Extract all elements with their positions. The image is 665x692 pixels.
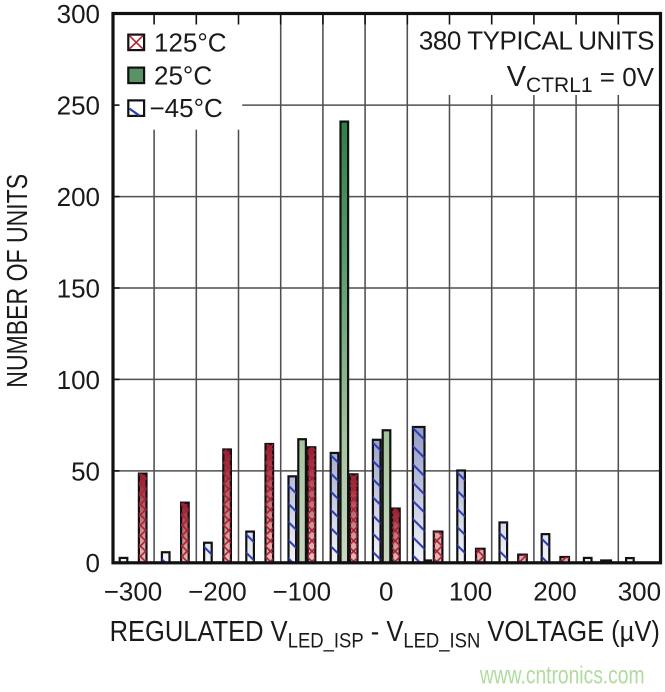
svg-text:300: 300 <box>57 0 100 29</box>
svg-text:200: 200 <box>57 182 100 212</box>
svg-text:−200: −200 <box>188 577 247 607</box>
svg-text:200: 200 <box>533 577 576 607</box>
svg-text:0: 0 <box>86 548 100 578</box>
svg-text:VCTRL1 = 0V: VCTRL1 = 0V <box>507 61 655 97</box>
svg-text:−300: −300 <box>104 577 163 607</box>
svg-text:100: 100 <box>449 577 492 607</box>
svg-text:−45°C: −45°C <box>150 93 223 123</box>
svg-text:REGULATED VLED_ISP - VLED_ISN: REGULATED VLED_ISP - VLED_ISN VOLTAGE (µ… <box>110 614 660 652</box>
svg-text:0: 0 <box>379 577 393 607</box>
svg-text:−100: −100 <box>273 577 332 607</box>
svg-text:100: 100 <box>57 365 100 395</box>
svg-text:300: 300 <box>618 577 661 607</box>
svg-text:www.cntronics.com: www.cntronics.com <box>479 661 644 689</box>
svg-text:125°C: 125°C <box>154 27 227 57</box>
svg-text:150: 150 <box>57 273 100 303</box>
svg-text:380 TYPICAL UNITS: 380 TYPICAL UNITS <box>419 26 654 56</box>
svg-text:50: 50 <box>71 456 100 486</box>
svg-text:NUMBER OF UNITS: NUMBER OF UNITS <box>0 174 33 388</box>
svg-text:250: 250 <box>57 91 100 121</box>
svg-text:25°C: 25°C <box>154 60 212 90</box>
